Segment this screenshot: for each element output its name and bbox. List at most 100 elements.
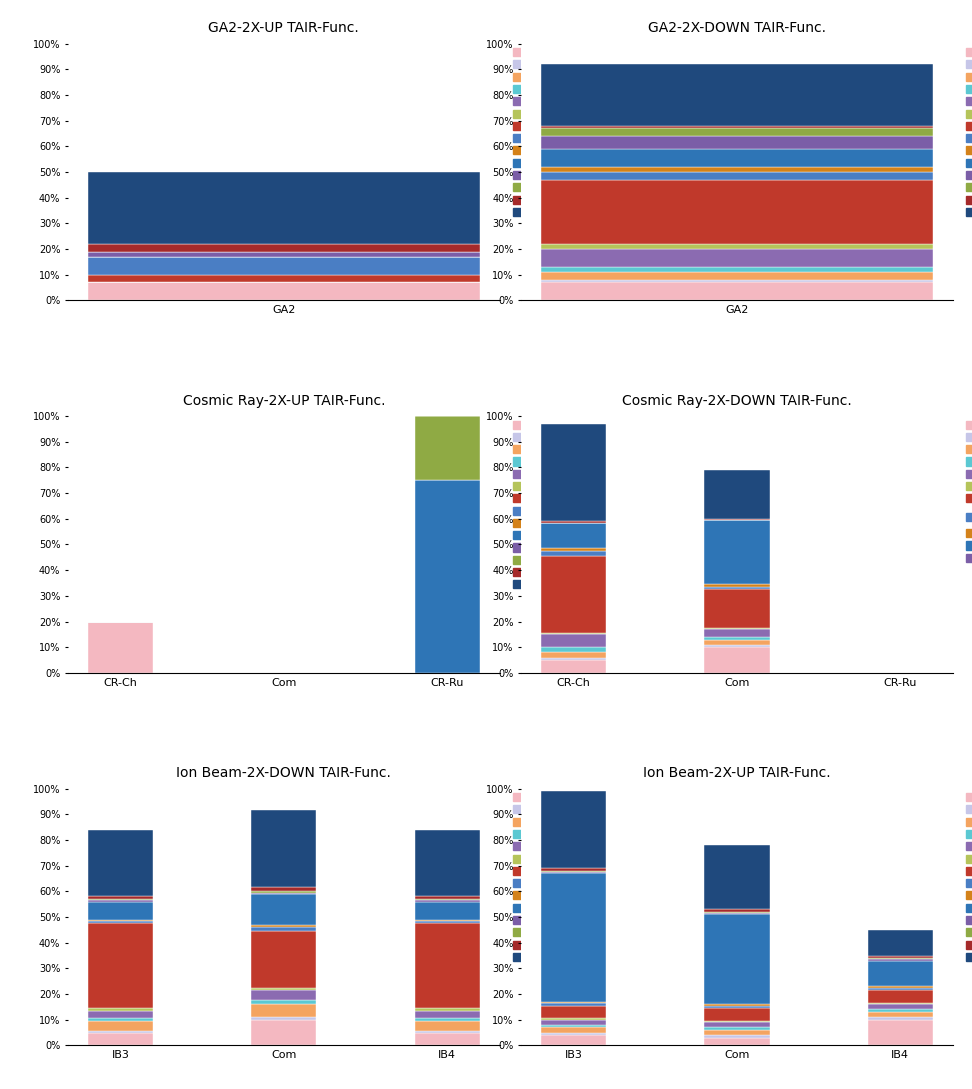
Bar (704, 585, 770, 587)
Bar (704, 521, 770, 585)
Bar (251, 888, 317, 891)
Bar (540, 424, 607, 522)
Bar (704, 915, 770, 1004)
Bar (251, 990, 317, 1001)
Title: Cosmic Ray-2X-DOWN TAIR-Func.: Cosmic Ray-2X-DOWN TAIR-Func. (622, 394, 851, 408)
Bar (540, 549, 607, 551)
Bar (414, 830, 480, 896)
Bar (540, 249, 933, 267)
Bar (414, 900, 480, 901)
Bar (704, 639, 770, 645)
Bar (704, 1036, 770, 1038)
Legend: binding, oxidoreductase activity, transferase activity, ATP binding, kinase acti: binding, oxidoreductase activity, transf… (966, 793, 972, 962)
Bar (414, 1032, 480, 1045)
Bar (540, 660, 607, 673)
Bar (414, 1008, 480, 1011)
Bar (540, 1027, 607, 1032)
Bar (868, 955, 933, 958)
Bar (540, 1018, 607, 1019)
Title: Ion Beam-2X-UP TAIR-Func.: Ion Beam-2X-UP TAIR-Func. (643, 767, 831, 781)
Bar (868, 990, 933, 1003)
Bar (704, 628, 770, 629)
Bar (868, 1012, 933, 1017)
Bar (704, 1004, 770, 1005)
Bar (540, 172, 933, 180)
Bar (87, 902, 153, 919)
Bar (540, 1019, 607, 1025)
Bar (251, 927, 317, 931)
Bar (414, 902, 480, 919)
Legend: binding, oxidoreductase activity, transferase activity, ATP binding, kinase acti: binding, oxidoreductase activity, transf… (966, 48, 972, 217)
Bar (540, 136, 933, 149)
Bar (704, 629, 770, 637)
Bar (87, 1032, 153, 1045)
Bar (414, 1031, 480, 1032)
Bar (704, 1038, 770, 1045)
Bar (251, 891, 317, 893)
Bar (704, 637, 770, 639)
Bar (540, 1005, 607, 1018)
Bar (87, 244, 480, 252)
Bar (704, 645, 770, 647)
Bar (868, 930, 933, 955)
Bar (251, 1004, 317, 1017)
Bar (868, 1010, 933, 1012)
Bar (540, 267, 933, 272)
Bar (87, 896, 153, 900)
Bar (87, 1018, 153, 1021)
Bar (704, 589, 770, 628)
Bar (868, 1004, 933, 1010)
Bar (540, 1025, 607, 1027)
Bar (540, 647, 607, 652)
Bar (251, 931, 317, 988)
Bar (704, 1027, 770, 1030)
Bar (704, 1005, 770, 1008)
Bar (87, 274, 480, 282)
Bar (87, 900, 153, 901)
Bar (540, 1032, 607, 1036)
Bar (414, 416, 480, 480)
Bar (251, 988, 317, 990)
Bar (540, 64, 933, 125)
Title: GA2-2X-DOWN TAIR-Func.: GA2-2X-DOWN TAIR-Func. (647, 22, 826, 36)
Bar (414, 919, 480, 921)
Bar (251, 925, 317, 927)
Bar (704, 911, 770, 914)
Bar (704, 1023, 770, 1027)
Bar (540, 1003, 607, 1005)
Bar (540, 149, 933, 167)
Bar (540, 180, 933, 244)
Bar (868, 959, 933, 960)
Bar (414, 923, 480, 1008)
Bar (540, 280, 933, 282)
Bar (87, 1011, 153, 1018)
Bar (251, 894, 317, 925)
Bar (414, 1011, 480, 1018)
Bar (704, 845, 770, 909)
Bar (540, 633, 607, 635)
Bar (540, 282, 933, 301)
Bar (540, 522, 607, 523)
Bar (414, 480, 480, 673)
Bar (868, 960, 933, 987)
Bar (87, 830, 153, 896)
Bar (704, 1030, 770, 1036)
Bar (540, 125, 933, 129)
Bar (540, 1002, 607, 1003)
Bar (540, 871, 607, 872)
Bar (540, 652, 607, 658)
Bar (540, 244, 933, 249)
Bar (704, 1008, 770, 1021)
Bar (414, 921, 480, 923)
Bar (87, 622, 153, 673)
Bar (87, 1031, 153, 1032)
Bar (87, 923, 153, 1008)
Legend: binding, oxidoreductase activity, transferase activity, ATP binding, kinase acti: binding, oxidoreductase activity, transf… (512, 48, 668, 217)
Bar (704, 518, 770, 521)
Bar (414, 1018, 480, 1021)
Bar (540, 1036, 607, 1045)
Bar (540, 635, 607, 647)
Title: Ion Beam-2X-DOWN TAIR-Func.: Ion Beam-2X-DOWN TAIR-Func. (176, 767, 391, 781)
Bar (87, 257, 480, 274)
Bar (540, 556, 607, 633)
